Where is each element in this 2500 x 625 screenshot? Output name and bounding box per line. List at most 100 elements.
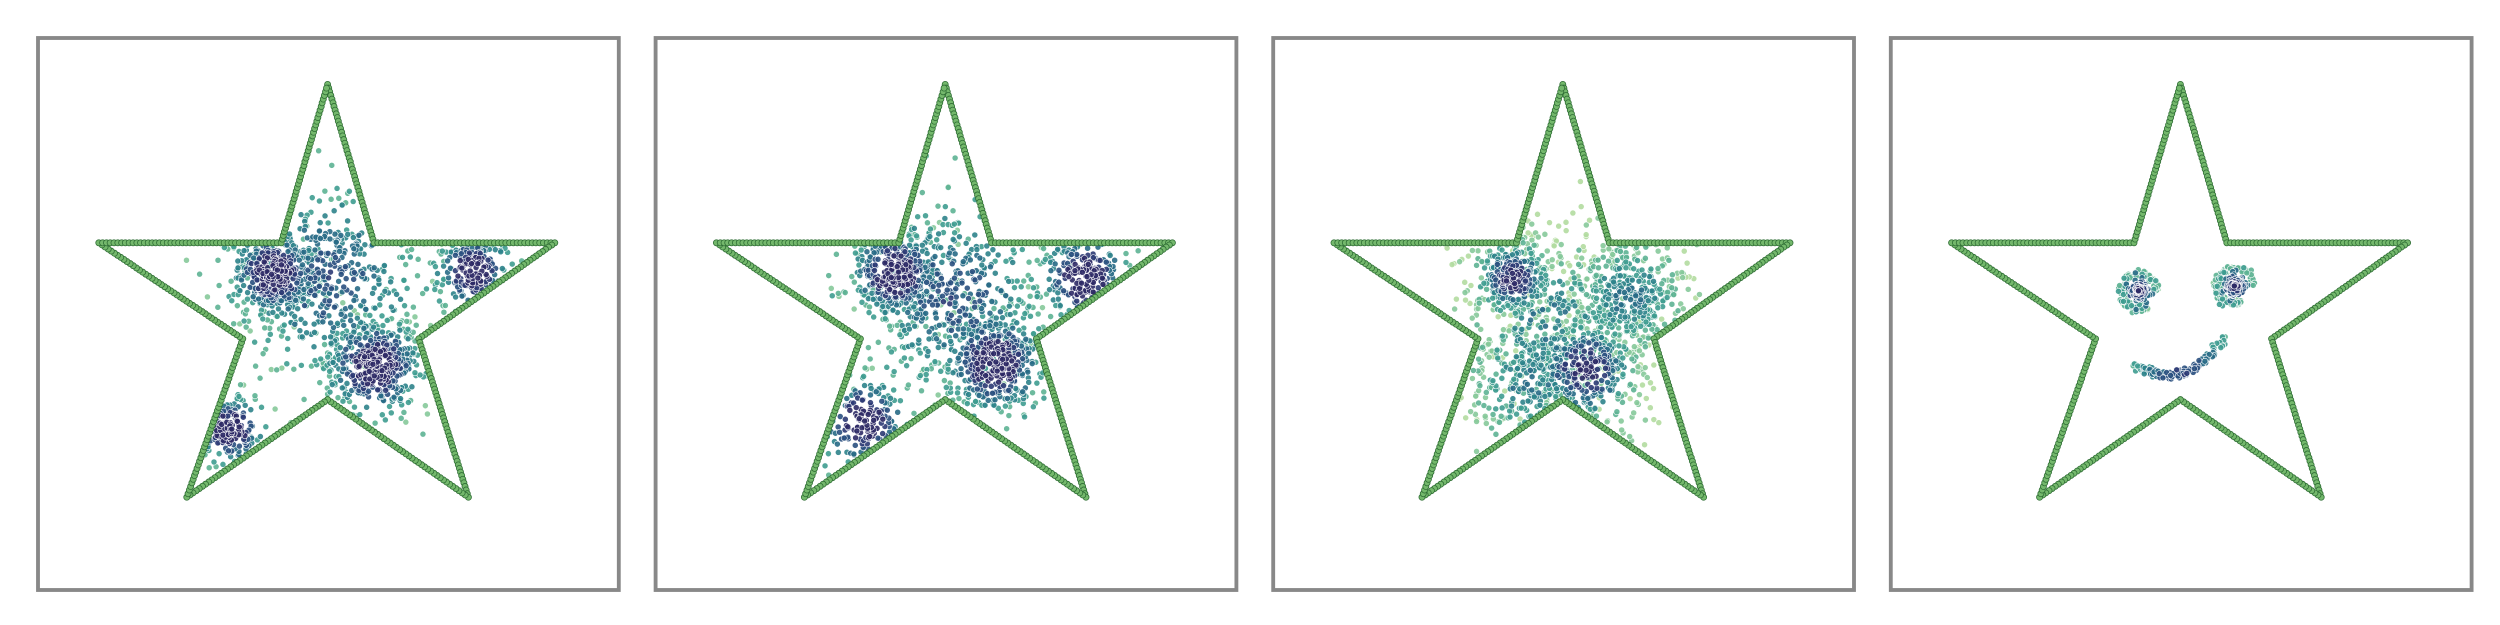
scatter-point (297, 211, 305, 218)
scatter-point (404, 325, 412, 333)
scatter-point (948, 327, 955, 334)
scatter-point (440, 262, 447, 270)
scatter-point (255, 295, 262, 303)
scatter-point (321, 187, 329, 195)
scatter-point (375, 276, 383, 284)
scatter-point (990, 332, 997, 340)
scatter-point (452, 293, 459, 301)
scatter-point (291, 320, 299, 328)
scatter-point (917, 372, 924, 379)
scatter-point (890, 252, 898, 260)
scatter-point (994, 251, 1002, 259)
scatter-point (376, 295, 384, 302)
scatter-point (484, 256, 492, 264)
scatter-point (1533, 333, 1541, 340)
scatter-point (1534, 210, 1541, 218)
scatter-point (946, 357, 954, 364)
scatter-point (1614, 390, 1622, 398)
scatter-point (236, 442, 243, 450)
scatter-point (1603, 329, 1611, 336)
scatter-point (311, 291, 319, 299)
scatter-point (397, 295, 404, 303)
scatter-point (411, 313, 419, 321)
scatter-point (326, 388, 334, 396)
scatter-point (298, 333, 306, 341)
scatter-point (896, 331, 904, 339)
scatter-point (1456, 258, 1463, 266)
scatter-point (274, 266, 281, 274)
scatter-point (1555, 222, 1562, 230)
scatter-point (1519, 239, 1527, 247)
scatter-point (347, 303, 354, 311)
scatter-point (1599, 242, 1607, 250)
scatter-point (1570, 290, 1578, 298)
scatter-point (360, 297, 368, 305)
scatter-point (979, 349, 987, 357)
scatter-point (210, 458, 218, 466)
scatter-point (1078, 279, 1085, 287)
scatter-point (239, 413, 247, 421)
scatter-point (466, 267, 474, 275)
scatter-point (1482, 420, 1490, 427)
scatter-point (378, 312, 386, 320)
scatter-point (989, 246, 997, 254)
scatter-point (933, 236, 941, 244)
scatter-point (214, 256, 222, 264)
panel (36, 36, 621, 592)
scatter-point (833, 251, 840, 258)
scatter-point (1626, 433, 1633, 440)
scatter-point (1027, 276, 1035, 283)
scatter-point (1013, 277, 1021, 285)
scatter-point (963, 400, 971, 407)
scatter-point (422, 402, 429, 410)
scatter-point (1476, 382, 1484, 390)
scatter-point (1630, 409, 1637, 417)
scatter-point (986, 322, 994, 330)
scatter-point (923, 288, 930, 295)
scatter-point (1005, 387, 1013, 394)
scatter-point (1022, 335, 1030, 343)
scatter-point (373, 330, 381, 337)
scatter-point (300, 396, 308, 403)
scatter-point (304, 266, 312, 274)
scatter-point (965, 391, 972, 398)
scatter-point (196, 270, 203, 278)
scatter-point (1654, 265, 1662, 272)
scatter-point (987, 383, 995, 390)
scatter-point (866, 355, 874, 363)
scatter-point (1636, 347, 1643, 355)
scatter-point (361, 334, 369, 342)
scatter-point (1045, 275, 1053, 283)
scatter-point (927, 293, 935, 301)
scatter-point (951, 347, 959, 355)
scatter-point (324, 250, 332, 257)
scatter-point (1453, 295, 1460, 303)
scatter-point (873, 300, 881, 308)
scatter-point (1473, 448, 1480, 455)
scatter-point (926, 233, 934, 240)
scatter-point (228, 425, 236, 433)
scatter-point (1006, 311, 1014, 318)
scatter-point (347, 317, 354, 324)
scatter-point (997, 308, 1004, 316)
scatter-point (315, 269, 323, 277)
scatter-point (911, 251, 919, 258)
scatter-point (468, 260, 475, 267)
scatter-point (297, 316, 305, 323)
scatter-point (237, 381, 244, 389)
scatter-point (303, 329, 310, 337)
scatter-point (328, 162, 336, 169)
scatter-point (219, 431, 227, 439)
scatter-point (294, 305, 302, 313)
scatter-point (283, 241, 291, 249)
scatter-point (335, 194, 343, 202)
scatter-point (350, 245, 358, 253)
scatter-point (402, 362, 410, 370)
scatter-point (404, 335, 412, 343)
scatter-point (215, 450, 223, 457)
scatter-point (897, 252, 905, 260)
scatter-point (962, 239, 970, 247)
scatter-point (366, 312, 374, 319)
scatter-point (327, 333, 334, 341)
